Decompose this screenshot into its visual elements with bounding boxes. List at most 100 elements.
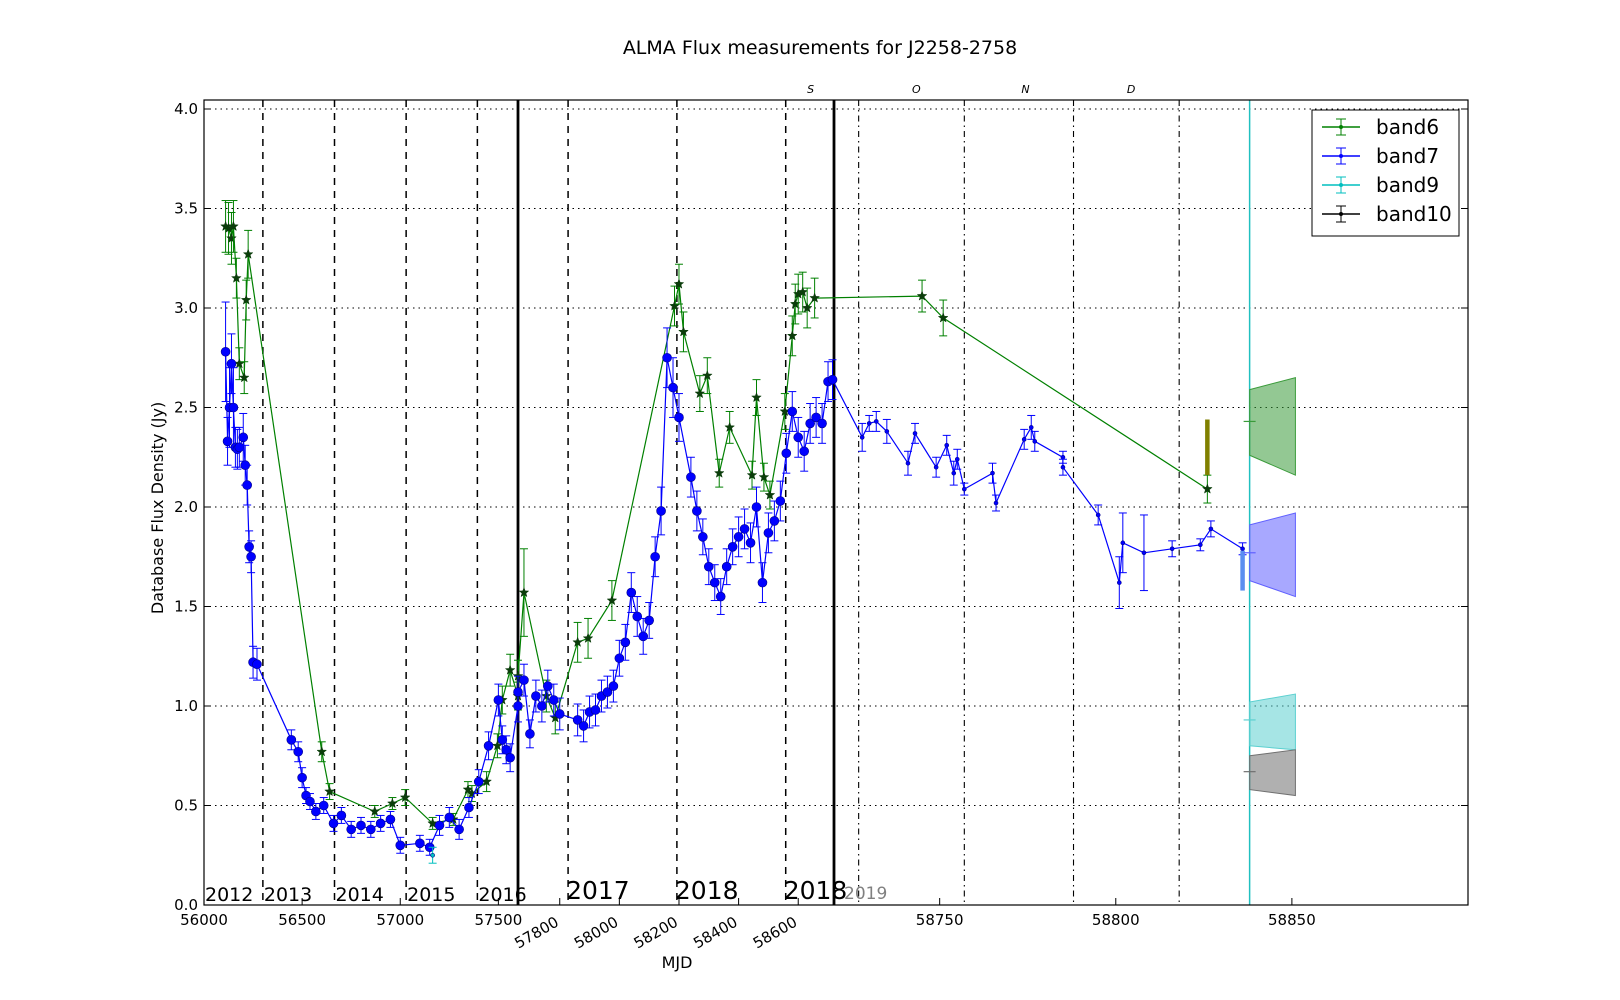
band6-point	[386, 797, 398, 809]
band6-point	[746, 469, 758, 480]
band7-point	[644, 615, 654, 626]
band7-point	[993, 500, 999, 506]
year-label: 2014	[336, 884, 384, 906]
band7-point	[444, 812, 455, 823]
band7-point	[811, 412, 821, 423]
band7-point	[775, 496, 786, 506]
x-tick-label: 58750	[916, 911, 964, 929]
y-tick-label: 1.5	[174, 598, 198, 616]
band7-point	[242, 480, 252, 490]
band7-point	[346, 824, 356, 835]
band7-point	[951, 470, 957, 476]
band7-point	[554, 709, 565, 719]
band7-point	[483, 740, 494, 751]
band7-point	[817, 418, 827, 429]
band7-point	[614, 653, 625, 664]
band7-point	[1095, 512, 1101, 518]
band6-point	[242, 248, 254, 259]
legend-label: band10	[1376, 202, 1452, 226]
band7-point	[366, 824, 376, 835]
band7-point	[590, 705, 601, 715]
predictions	[1243, 377, 1296, 797]
band7-point	[385, 814, 396, 825]
x-tick-label: 58600	[750, 913, 800, 952]
band6-prediction	[1249, 377, 1296, 476]
band7-point	[698, 532, 708, 542]
band6-point	[316, 746, 328, 757]
band7-point	[626, 587, 637, 598]
band7-point	[799, 446, 809, 457]
band6-point	[809, 292, 821, 303]
band7-prediction	[1249, 512, 1296, 598]
band7-point	[944, 443, 950, 448]
band7-point	[252, 659, 262, 670]
band6-point	[789, 298, 801, 309]
band6-point	[764, 489, 776, 500]
plot-frame	[203, 99, 1469, 906]
band7-point	[763, 528, 774, 538]
legend-marker	[1339, 154, 1343, 158]
band6-point	[230, 272, 242, 283]
band7-point	[1032, 439, 1038, 444]
data-series	[220, 200, 1247, 864]
band7-point	[608, 681, 619, 691]
band7-point	[905, 460, 911, 466]
legend-marker	[1339, 212, 1343, 216]
band7-point	[739, 524, 750, 534]
band7-point	[1060, 464, 1066, 470]
legend-marker	[1339, 183, 1343, 187]
band7-point	[715, 591, 726, 602]
band7-point	[311, 806, 321, 817]
band6-point	[673, 278, 685, 289]
band7-point	[827, 374, 838, 385]
band7-point	[220, 346, 231, 357]
band7-point	[228, 402, 239, 413]
band7-point	[692, 506, 702, 516]
year-label: 2015	[407, 884, 455, 906]
band7-point	[954, 456, 960, 462]
band7-point	[395, 840, 406, 851]
band7-point	[602, 687, 613, 697]
band7-point	[703, 561, 714, 572]
band7-point	[501, 744, 512, 755]
legend-entry-band6: band6	[1322, 115, 1439, 139]
x-tick-label: 58850	[1268, 911, 1316, 929]
x-tick-label: 58000	[571, 913, 621, 952]
year-label: 2018	[675, 876, 739, 905]
band7-point	[745, 538, 756, 548]
band7-point	[464, 802, 474, 813]
band7-point	[638, 631, 649, 642]
band7-point	[415, 838, 425, 849]
band7-point	[244, 541, 254, 552]
y-axis-label: Database Flux Density (Jy)	[148, 402, 167, 614]
band7-point	[572, 715, 583, 725]
band7-point	[620, 637, 631, 648]
month-label: S	[807, 83, 814, 96]
band7-point	[632, 611, 643, 622]
band7-point	[548, 695, 559, 705]
band7-point	[531, 691, 541, 701]
x-tick-label: 58800	[1092, 911, 1140, 929]
band7-point	[709, 577, 720, 588]
year-label: 2016	[478, 884, 526, 906]
band7-point	[805, 418, 815, 429]
band6-point	[701, 369, 713, 381]
band7-point	[686, 472, 696, 482]
band6-point	[937, 312, 949, 323]
band7-point	[328, 818, 339, 829]
band7-point	[912, 431, 918, 436]
band7-point	[375, 818, 386, 829]
legend-box	[1311, 109, 1460, 237]
band7-point	[781, 448, 792, 459]
band7-point	[513, 687, 523, 697]
band7-point	[1208, 526, 1214, 532]
band7-point	[434, 820, 445, 831]
y-tick-label: 3.0	[174, 299, 198, 317]
band6-point	[678, 326, 689, 337]
year-label: 2013	[264, 884, 312, 906]
band6-point	[1201, 483, 1213, 494]
band7-point	[884, 429, 890, 434]
chart-title: ALMA Flux measurements for J2258-2758	[623, 37, 1017, 59]
band7-point	[668, 382, 678, 393]
band7-point	[238, 432, 249, 443]
